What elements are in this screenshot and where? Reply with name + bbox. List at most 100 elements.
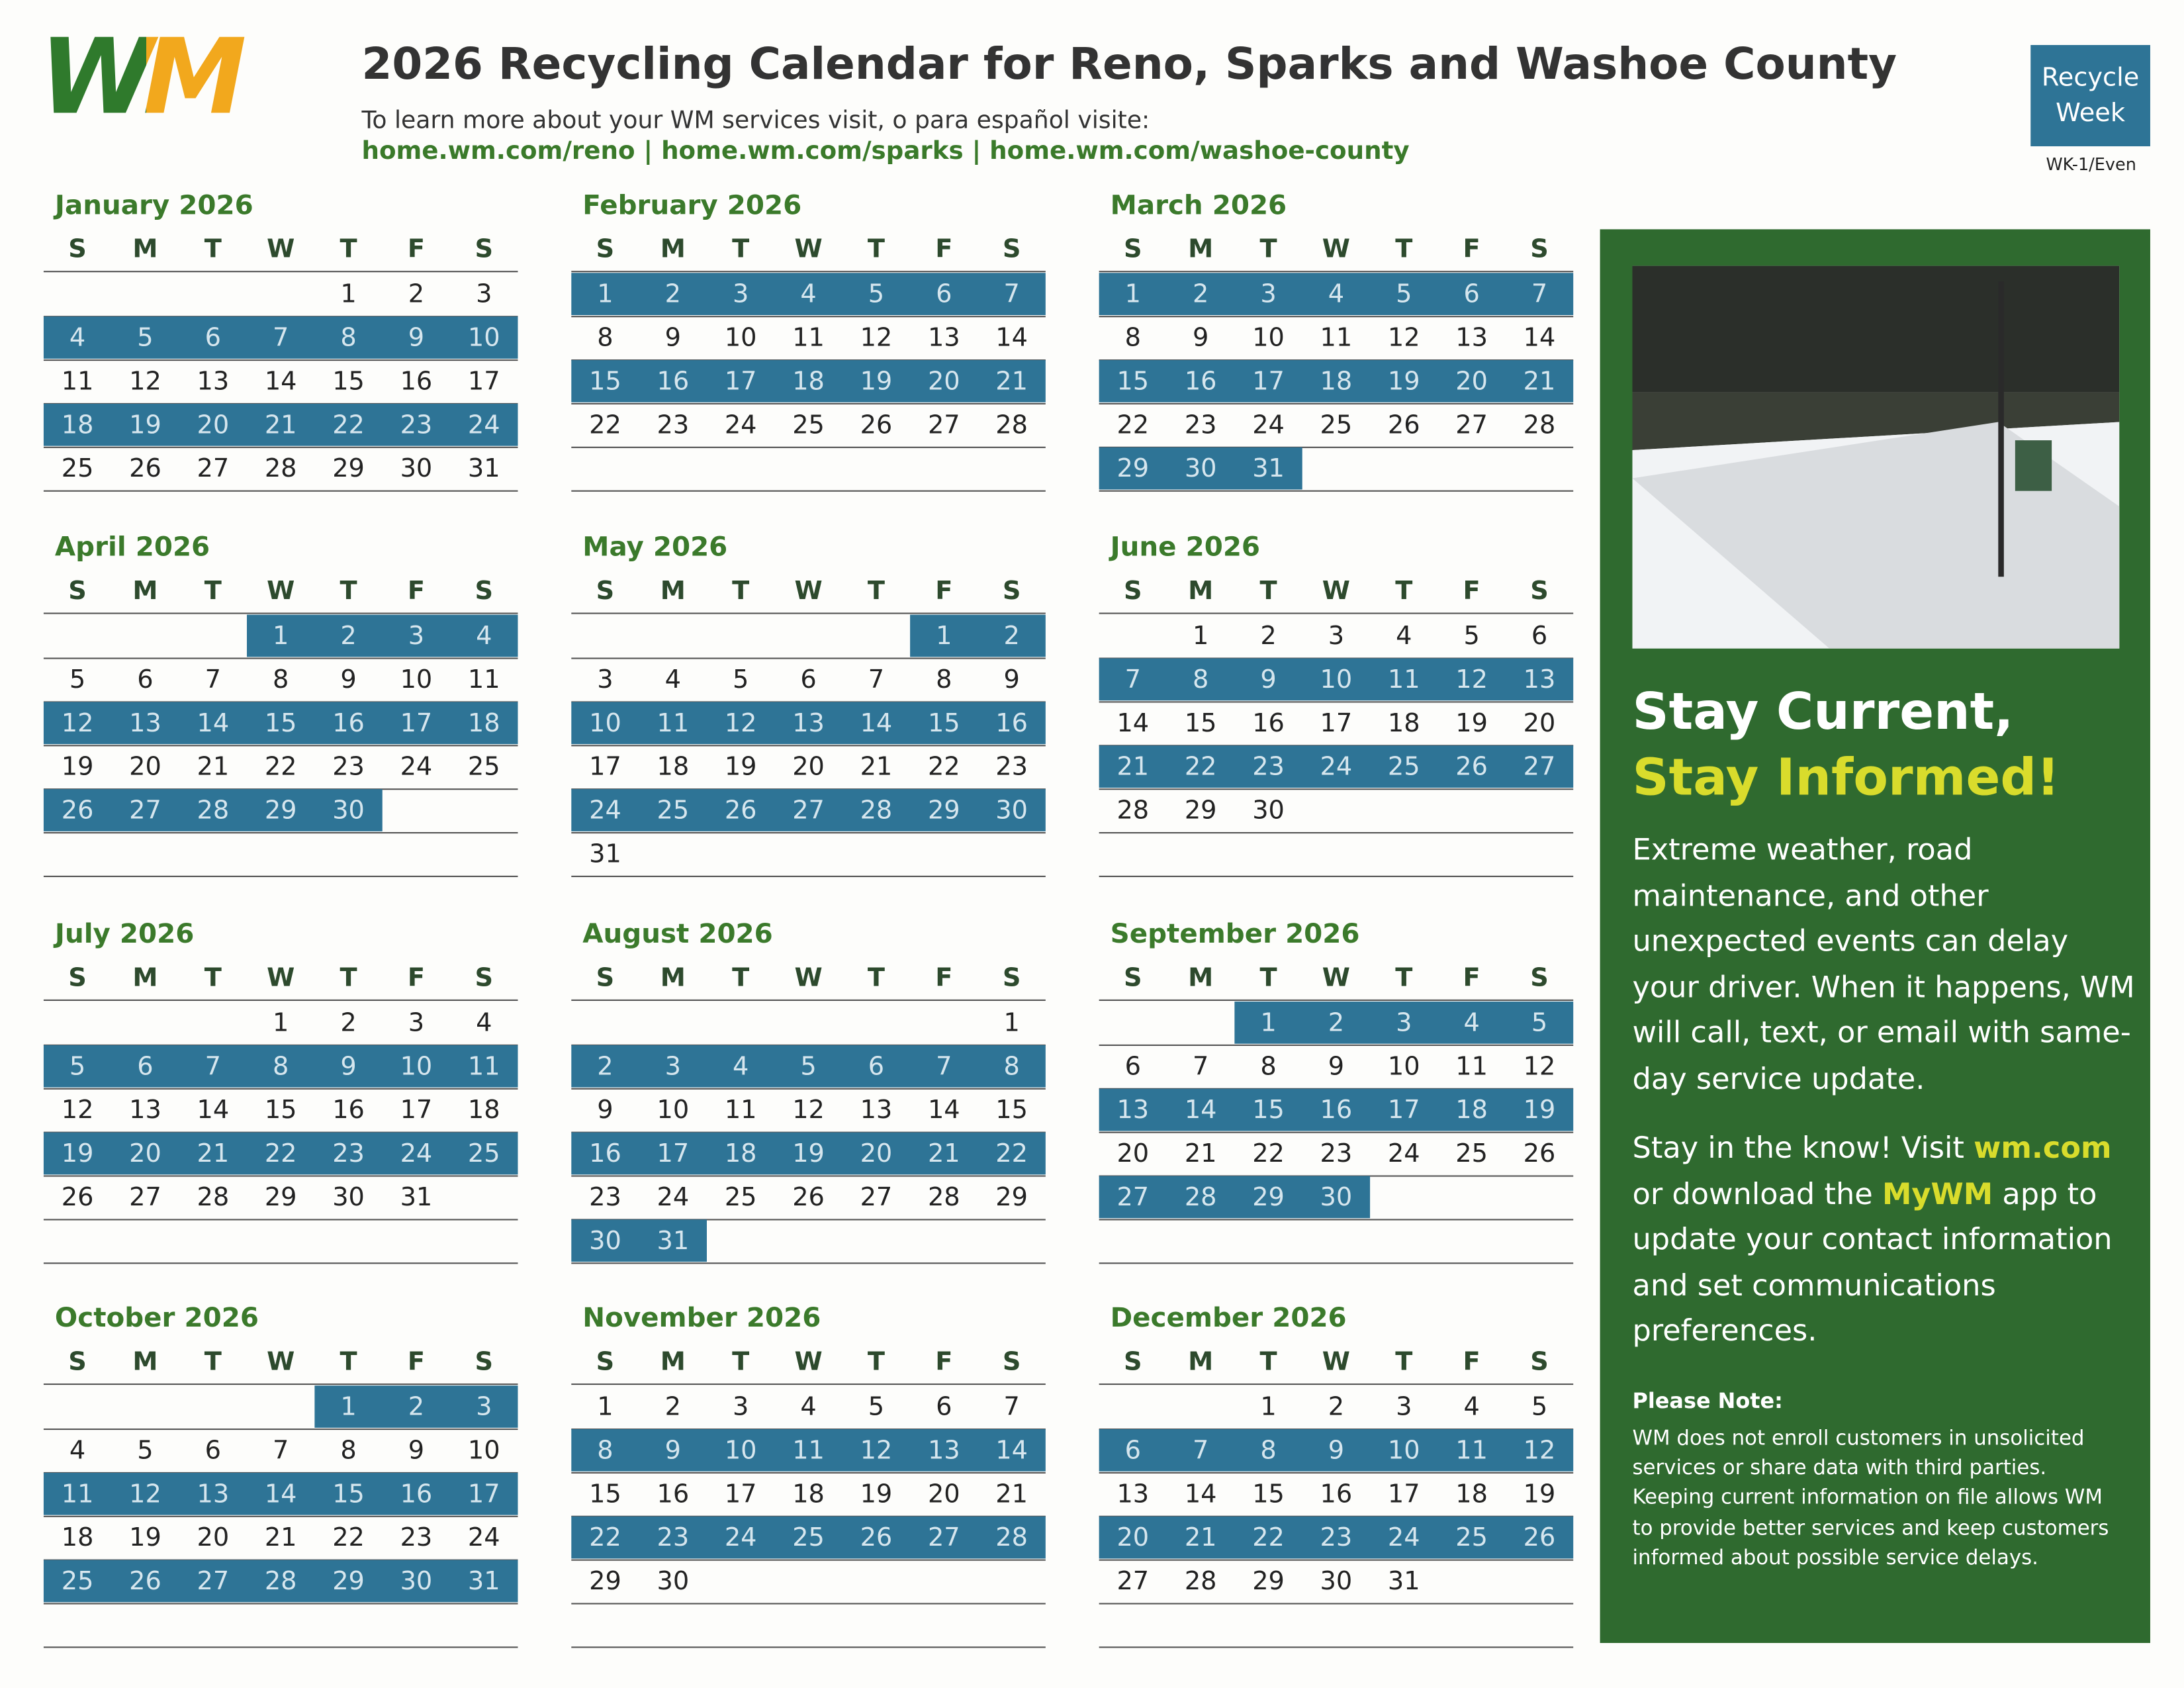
weekday-label: S xyxy=(475,963,494,993)
day-number: 9 xyxy=(1003,665,1019,694)
day-number: 11 xyxy=(468,665,500,694)
day-number: 3 xyxy=(597,665,613,694)
day-number: 16 xyxy=(1320,1095,1353,1125)
day-number: 4 xyxy=(69,1436,85,1466)
day-number: 25 xyxy=(725,1182,757,1212)
weekday-label: F xyxy=(1463,1347,1480,1377)
day-number: 29 xyxy=(995,1182,1028,1212)
day-number: 13 xyxy=(129,1095,161,1125)
day-number: 5 xyxy=(868,279,884,309)
day-number: 27 xyxy=(928,1523,960,1552)
day-number: 17 xyxy=(657,1139,689,1168)
weekday-label: W xyxy=(267,1347,295,1377)
day-number: 28 xyxy=(265,1566,297,1596)
recycle-week-band xyxy=(43,702,518,745)
day-number: 28 xyxy=(1185,1566,1217,1596)
day-number: 6 xyxy=(1125,1436,1141,1466)
day-number: 7 xyxy=(205,665,221,694)
day-number: 17 xyxy=(468,1479,500,1509)
day-number: 13 xyxy=(928,323,960,353)
day-number: 20 xyxy=(1116,1523,1149,1552)
day-number: 3 xyxy=(1260,279,1276,309)
day-number: 16 xyxy=(1252,708,1285,738)
day-number: 2 xyxy=(665,279,681,309)
day-number: 4 xyxy=(1463,1392,1479,1422)
recycle-week-band xyxy=(571,273,1046,315)
day-number: 28 xyxy=(860,796,893,825)
day-number: 17 xyxy=(400,708,433,738)
weekday-label: W xyxy=(267,576,295,606)
day-number: 2 xyxy=(340,1008,356,1038)
day-number: 29 xyxy=(1252,1566,1285,1596)
day-number: 29 xyxy=(332,1566,365,1596)
day-number: 12 xyxy=(860,1436,893,1466)
day-number: 18 xyxy=(1455,1479,1488,1509)
day-number: 26 xyxy=(62,1182,94,1212)
day-number: 30 xyxy=(995,796,1028,825)
day-number: 26 xyxy=(129,453,161,483)
logo: WM xyxy=(40,17,246,138)
day-number: 3 xyxy=(408,1008,424,1038)
day-number: 24 xyxy=(400,752,433,782)
day-number: 15 xyxy=(589,367,621,397)
day-number: 7 xyxy=(1193,1051,1208,1081)
weekday-label: S xyxy=(1003,234,1021,264)
day-number: 20 xyxy=(197,1523,229,1552)
day-number: 18 xyxy=(62,1523,94,1552)
day-number: 2 xyxy=(1328,1392,1344,1422)
day-number: 5 xyxy=(1463,621,1479,651)
day-number: 18 xyxy=(468,708,500,738)
link-text: wm.com xyxy=(1974,1131,2112,1165)
weekday-label: W xyxy=(794,234,822,264)
day-number: 18 xyxy=(1388,708,1420,738)
day-number: 5 xyxy=(1531,1392,1547,1422)
day-number: 15 xyxy=(1185,708,1217,738)
weekday-label: S xyxy=(596,234,615,264)
day-number: 21 xyxy=(1185,1523,1217,1552)
day-number: 31 xyxy=(468,1566,500,1596)
weekday-label: S xyxy=(68,963,87,993)
day-number: 30 xyxy=(400,1566,433,1596)
weekday-label: F xyxy=(935,234,952,264)
day-number: 7 xyxy=(273,1436,289,1466)
day-number: 7 xyxy=(1193,1436,1208,1466)
note-text: WM does not enroll customers in unsolici… xyxy=(1632,1427,2109,1570)
day-number: 14 xyxy=(928,1095,960,1125)
day-number: 20 xyxy=(1116,1139,1149,1168)
day-number: 17 xyxy=(589,752,621,782)
day-number: 10 xyxy=(1320,665,1353,694)
day-number: 26 xyxy=(62,796,94,825)
day-number: 1 xyxy=(273,1008,289,1038)
day-number: 17 xyxy=(1252,367,1285,397)
day-number: 7 xyxy=(1531,279,1547,309)
day-number: 18 xyxy=(468,1095,500,1125)
day-number: 23 xyxy=(332,752,365,782)
day-number: 16 xyxy=(589,1139,621,1168)
day-number: 12 xyxy=(1524,1051,1556,1081)
day-number: 31 xyxy=(468,453,500,483)
weekday-label: T xyxy=(1395,963,1412,993)
day-number: 6 xyxy=(137,665,153,694)
day-number: 6 xyxy=(137,1051,153,1081)
day-number: 2 xyxy=(1260,621,1276,651)
day-number: 15 xyxy=(265,708,297,738)
day-number: 4 xyxy=(69,323,85,353)
day-number: 21 xyxy=(197,1139,229,1168)
weekday-label: S xyxy=(1124,576,1142,606)
day-number: 26 xyxy=(1524,1139,1556,1168)
month-title: May 2026 xyxy=(582,532,727,563)
day-number: 17 xyxy=(400,1095,433,1125)
day-number: 10 xyxy=(589,708,621,738)
day-number: 23 xyxy=(400,410,433,440)
recycle-week-band xyxy=(43,789,383,831)
day-number: 12 xyxy=(860,323,893,353)
day-number: 13 xyxy=(197,367,229,397)
recycle-week-band xyxy=(571,789,1046,831)
day-number: 22 xyxy=(265,752,297,782)
links: home.wm.com/reno | home.wm.com/sparks | … xyxy=(361,138,1410,166)
day-number: 4 xyxy=(800,1392,816,1422)
recycle-week-band xyxy=(1099,1176,1371,1219)
recycle-week-band xyxy=(571,360,1046,402)
weekday-label: T xyxy=(868,1347,885,1377)
day-number: 11 xyxy=(657,708,689,738)
